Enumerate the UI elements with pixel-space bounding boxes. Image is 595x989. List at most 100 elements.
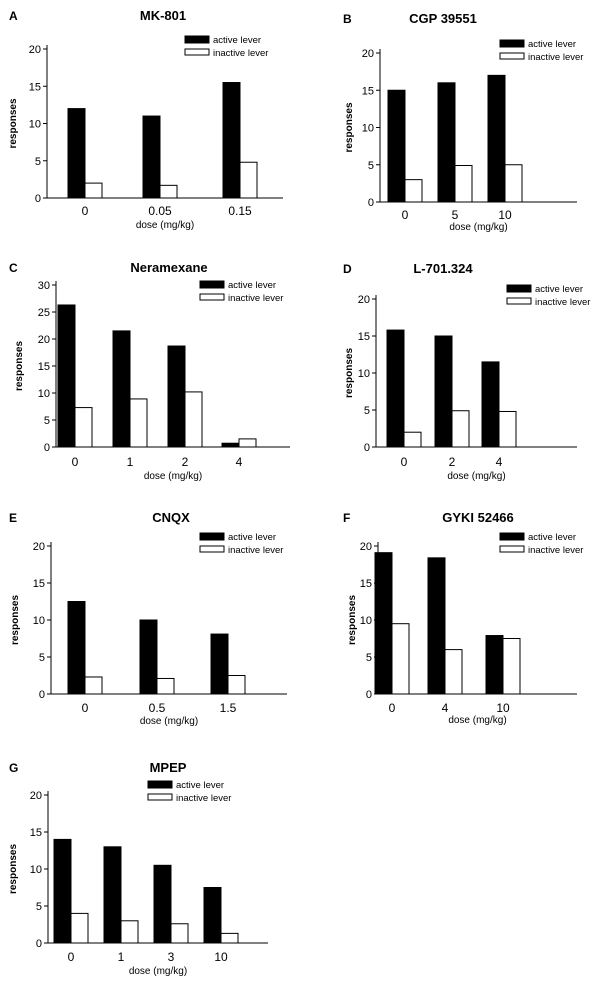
bar-active-lever [485,635,504,695]
panel-letter: C [9,261,18,275]
y-tick-label: 15 [33,578,45,590]
bar-inactive-lever [454,164,473,203]
legend-label-active: active lever [213,35,261,46]
bar-active-lever [153,864,172,944]
legend-label-active: active lever [528,39,576,50]
x-tick-label: 0 [82,701,89,715]
y-axis-label: responses [14,341,25,391]
legend-label-inactive: inactive lever [213,48,268,59]
y-axis-label: responses [344,348,355,398]
panel-letter: E [9,511,17,525]
legend-swatch-active [506,284,532,293]
y-tick-label: 15 [362,85,374,97]
legend-swatch-inactive [184,48,210,56]
legend: active lever inactive lever [499,532,583,556]
legend-label-inactive: inactive lever [528,52,583,63]
panel-letter: B [343,12,352,26]
bar-active-lever [139,619,158,695]
y-tick-label: 5 [368,160,374,172]
legend: active lever inactive lever [506,284,590,308]
legend-swatch-inactive [506,297,532,305]
bar-active-lever [210,633,229,695]
x-tick-label: 1 [118,950,125,964]
chart-title: L-701.324 [413,261,473,276]
x-axis-label: dose (mg/kg) [448,715,506,726]
y-tick-label: 10 [362,123,374,135]
x-axis-label: dose (mg/kg) [140,716,198,727]
bar-active-lever [487,74,506,203]
legend: active lever inactive lever [199,280,283,304]
y-tick-label: 10 [360,615,372,627]
panel-letter: D [343,262,352,276]
bar-inactive-lever [70,912,89,944]
legend-swatch-inactive [499,545,525,553]
bar-active-lever [387,89,406,203]
y-axis-label: responses [10,595,21,645]
chart-panel-a: A MK-801 0 5 10 15 20 responses 0 0.05 0.15 dose (m… [8,8,283,231]
y-tick-label: 15 [30,827,42,839]
x-tick-label: 2 [449,455,456,469]
y-tick-label: 10 [30,864,42,876]
bar-inactive-lever [451,410,470,448]
bar-active-lever [434,335,453,448]
y-tick-label: 15 [38,361,50,373]
x-tick-label: 10 [496,701,510,715]
legend-swatch-active [499,39,525,48]
x-tick-label: 0 [72,455,79,469]
y-tick-label: 20 [33,541,45,553]
y-tick-label: 5 [366,652,372,664]
legend-label-active: active lever [228,280,276,291]
x-axis-label: dose (mg/kg) [129,966,187,977]
y-axis-label: responses [8,98,19,148]
bar-inactive-lever [84,182,103,199]
bar-inactive-lever [156,677,175,695]
y-tick-label: 20 [29,44,41,56]
x-tick-label: 0 [82,204,89,218]
y-tick-label: 15 [360,578,372,590]
y-tick-label: 25 [38,307,50,319]
bar-inactive-lever [120,920,139,944]
bar-inactive-lever [504,164,523,203]
y-tick-label: 10 [38,388,50,400]
y-tick-label: 0 [368,197,374,209]
legend-swatch-inactive [147,793,173,801]
y-tick-label: 5 [39,652,45,664]
y-tick-label: 5 [36,901,42,913]
y-tick-label: 0 [366,689,372,701]
bar-inactive-lever [220,932,239,944]
bar-inactive-lever [403,431,422,448]
chart-title: MPEP [150,760,187,775]
y-tick-label: 10 [33,615,45,627]
legend: active lever inactive lever [199,532,283,556]
x-tick-label: 4 [442,701,449,715]
chart-title: GYKI 52466 [442,510,514,525]
bar-active-lever [437,82,456,203]
x-tick-label: 5 [452,208,459,222]
y-tick-label: 30 [38,280,50,292]
y-tick-label: 15 [29,81,41,93]
chart-panel-g: G MPEP 0 5 10 15 20 responses 0 1 3 10 dose (mg/kg) a… [8,760,268,977]
legend-swatch-active [199,532,225,541]
bar-inactive-lever [74,407,93,448]
x-tick-label: 1 [127,455,134,469]
chart-title: Neramexane [130,260,207,275]
y-tick-label: 5 [364,405,370,417]
x-tick-label: 0.5 [149,701,166,715]
y-tick-label: 15 [358,331,370,343]
x-tick-label: 10 [498,208,512,222]
y-tick-label: 0 [36,938,42,950]
x-tick-label: 0.05 [148,204,172,218]
bar-inactive-lever [184,391,203,448]
x-tick-label: 0.15 [228,204,252,218]
y-tick-label: 5 [44,415,50,427]
bar-inactive-lever [84,676,103,695]
legend: active lever inactive lever [499,39,583,63]
x-tick-label: 4 [236,455,243,469]
y-tick-label: 20 [360,541,372,553]
bar-active-lever [57,304,76,448]
panel-letter: F [343,511,350,525]
legend-swatch-inactive [499,52,525,60]
